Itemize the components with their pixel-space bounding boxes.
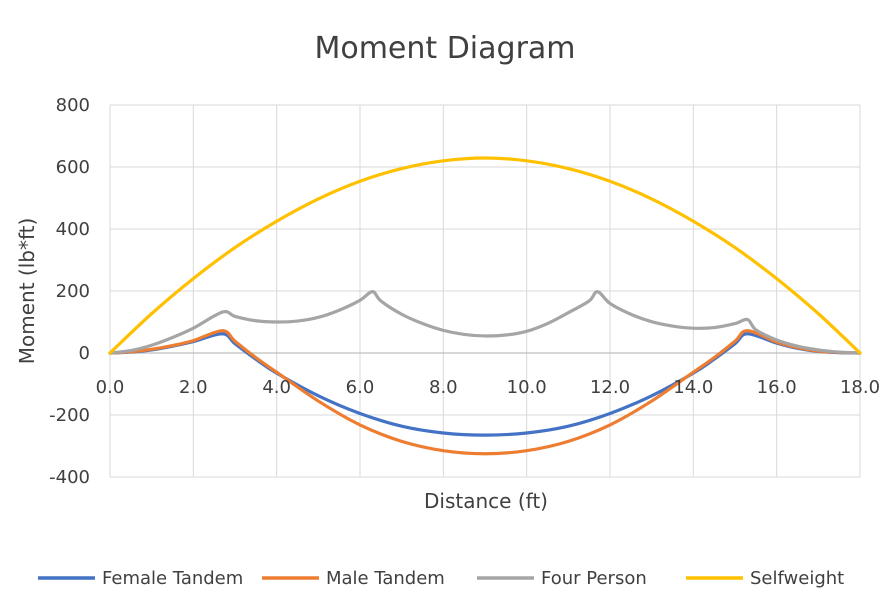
y-tick-label: 0 — [79, 343, 90, 364]
x-tick-label: 14.0 — [673, 377, 713, 398]
y-tick-label: -400 — [49, 467, 90, 488]
legend-label-female-tandem: Female Tandem — [102, 568, 243, 589]
x-tick-label: 6.0 — [346, 377, 375, 398]
x-axis-label: Distance (ft) — [424, 489, 548, 513]
legend-label-selfweight: Selfweight — [750, 568, 844, 589]
x-tick-labels: 0.0 2.0 4.0 6.0 8.0 10.0 12.0 14.0 16.0 18.0 — [96, 377, 880, 398]
chart-title: Moment Diagram — [314, 31, 575, 66]
series-line-selfweight — [108, 156, 862, 355]
y-axis-label: Moment (lb*ft) — [15, 218, 39, 365]
y-tick-labels: 800 600 400 200 0 -200 -400 — [49, 95, 90, 488]
y-tick-label: 600 — [56, 157, 90, 178]
series-line-four-person — [108, 290, 862, 355]
y-tick-label: 800 — [56, 95, 90, 116]
legend: Female Tandem Male Tandem Four Person Selfw… — [38, 568, 844, 589]
x-tick-label: 0.0 — [96, 377, 125, 398]
series-line-female-tandem — [108, 332, 862, 437]
legend-label-four-person: Four Person — [541, 568, 647, 589]
y-tick-label: 400 — [56, 219, 90, 240]
y-tick-label: 200 — [56, 281, 90, 302]
gridlines — [109, 104, 861, 478]
x-tick-label: 12.0 — [590, 377, 630, 398]
x-tick-label: 10.0 — [507, 377, 547, 398]
x-tick-label: 4.0 — [262, 377, 291, 398]
x-tick-label: 16.0 — [757, 377, 797, 398]
series-line-male-tandem — [108, 329, 862, 456]
x-tick-label: 18.0 — [840, 377, 880, 398]
legend-label-male-tandem: Male Tandem — [326, 568, 445, 589]
series-lines — [108, 156, 862, 456]
y-tick-label: -200 — [49, 405, 90, 426]
x-tick-label: 8.0 — [429, 377, 458, 398]
x-tick-label: 2.0 — [179, 377, 208, 398]
